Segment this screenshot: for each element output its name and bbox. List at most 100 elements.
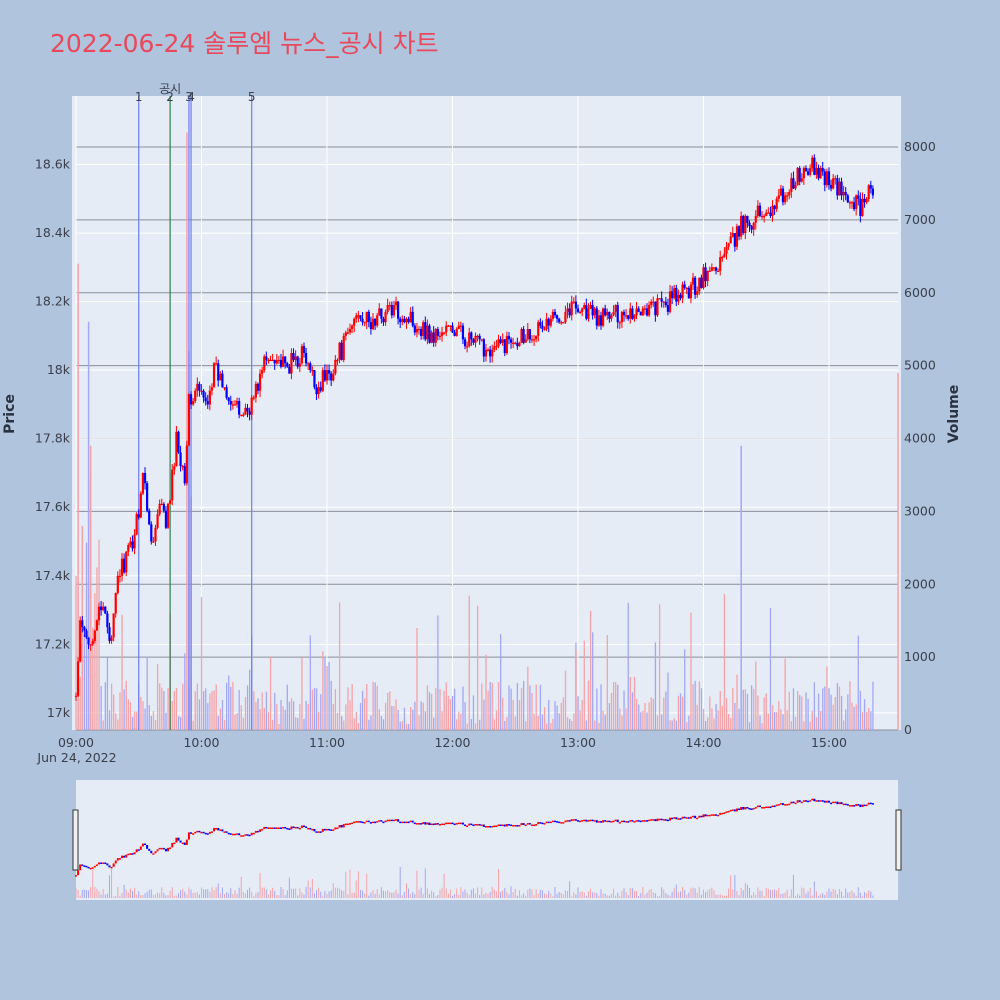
volume-bar	[389, 691, 391, 730]
slider-volume-bar	[316, 889, 318, 898]
candle-body	[719, 257, 722, 271]
slider-volume-bar	[437, 895, 439, 898]
slider-candle	[727, 810, 730, 813]
volume-bar	[125, 680, 127, 730]
volume-bar	[688, 715, 690, 730]
volume-bar	[159, 683, 161, 730]
slider-candle	[359, 821, 362, 823]
volume-bar	[286, 684, 288, 730]
candle-body	[139, 493, 142, 518]
volume-bar	[629, 677, 631, 730]
rangeslider-handle-left[interactable]	[72, 809, 79, 871]
volume-bar	[763, 697, 765, 730]
volume-bar	[284, 709, 286, 730]
slider-candle	[825, 800, 828, 803]
volume-bar	[230, 686, 232, 730]
slider-candle	[152, 853, 155, 855]
slider-volume-bar	[347, 894, 349, 898]
slider-volume-bar	[870, 891, 872, 898]
slider-candle	[162, 847, 165, 850]
candle-body	[635, 308, 638, 316]
slider-candle	[206, 833, 209, 835]
candle-body	[578, 311, 582, 314]
slider-candle	[558, 821, 561, 824]
slider-volume-bar	[642, 887, 644, 898]
volume-bar	[730, 717, 732, 730]
slider-candle	[566, 820, 569, 822]
slider-volume-bar	[847, 892, 849, 898]
slider-volume-bar	[780, 894, 782, 898]
volume-bar	[826, 666, 828, 730]
slider-candle	[380, 820, 383, 822]
rangeslider-handle-right[interactable]	[895, 809, 902, 871]
slider-volume-bar	[108, 875, 110, 898]
candle-body	[196, 383, 199, 391]
slider-candle	[173, 842, 176, 845]
volume-bar	[608, 703, 611, 730]
volume-bar	[175, 688, 178, 730]
volume-bar	[797, 691, 799, 730]
slider-candle	[236, 833, 239, 835]
candle-body	[440, 332, 444, 336]
candle-body	[123, 558, 126, 573]
slider-candle	[426, 822, 429, 825]
candle-body	[717, 270, 720, 272]
candle-body	[572, 301, 575, 303]
slider-candle	[568, 820, 571, 822]
slider-volume-bar	[646, 892, 648, 898]
slider-candle	[240, 835, 243, 837]
slider-candle	[296, 826, 299, 829]
slider-candle	[679, 818, 682, 820]
slider-candle	[158, 847, 161, 850]
slider-volume-bar	[654, 893, 656, 898]
candle-body	[313, 370, 316, 388]
candle-body	[179, 452, 182, 467]
slider-volume-bar	[253, 895, 255, 898]
volume-bar	[136, 711, 138, 730]
slider-candle	[470, 823, 473, 826]
candle-body	[401, 318, 404, 323]
slider-volume-bar	[525, 895, 527, 898]
candle-body	[652, 301, 655, 303]
rangeslider-background[interactable]	[76, 780, 898, 900]
candle-body	[250, 397, 253, 415]
announcement-marker-label: 4	[187, 90, 195, 104]
slider-volume-bar	[299, 888, 301, 898]
slider-volume-bar	[238, 887, 240, 898]
candle-body	[708, 270, 711, 272]
slider-volume-bar	[466, 892, 468, 898]
slider-candle	[461, 822, 464, 825]
slider-volume-bar	[458, 895, 460, 898]
candle-body	[338, 342, 341, 360]
volume-bar	[447, 695, 450, 730]
slider-candle	[788, 803, 791, 806]
slider-volume-bar	[286, 890, 288, 898]
x-tick-label: 13:00	[560, 735, 596, 750]
volume-bar	[617, 684, 619, 730]
volume-bar	[338, 602, 341, 730]
volume-bar	[592, 632, 594, 730]
slider-candle	[294, 826, 297, 829]
volume-bar	[232, 681, 234, 730]
slider-candle	[491, 826, 494, 828]
announcement-marker-label: 5	[248, 90, 256, 104]
slider-volume-bar	[146, 891, 148, 898]
slider-volume-bar	[113, 896, 115, 898]
slider-candle	[495, 825, 498, 828]
candle-body	[417, 329, 421, 331]
slider-candle	[792, 801, 795, 804]
slider-candle	[652, 819, 655, 821]
volume-bar	[464, 702, 466, 730]
candle-body	[472, 339, 475, 343]
candle-body	[593, 308, 596, 316]
volume-bar	[832, 704, 834, 730]
slider-candle	[290, 826, 293, 830]
candle-body	[815, 167, 818, 175]
slider-candle	[685, 817, 688, 819]
volume-bar	[410, 707, 412, 730]
volume-bar	[209, 693, 211, 730]
candle-body	[244, 407, 247, 415]
volume-bar	[732, 687, 734, 730]
candle-body	[158, 503, 161, 515]
volume-bar	[196, 683, 199, 730]
